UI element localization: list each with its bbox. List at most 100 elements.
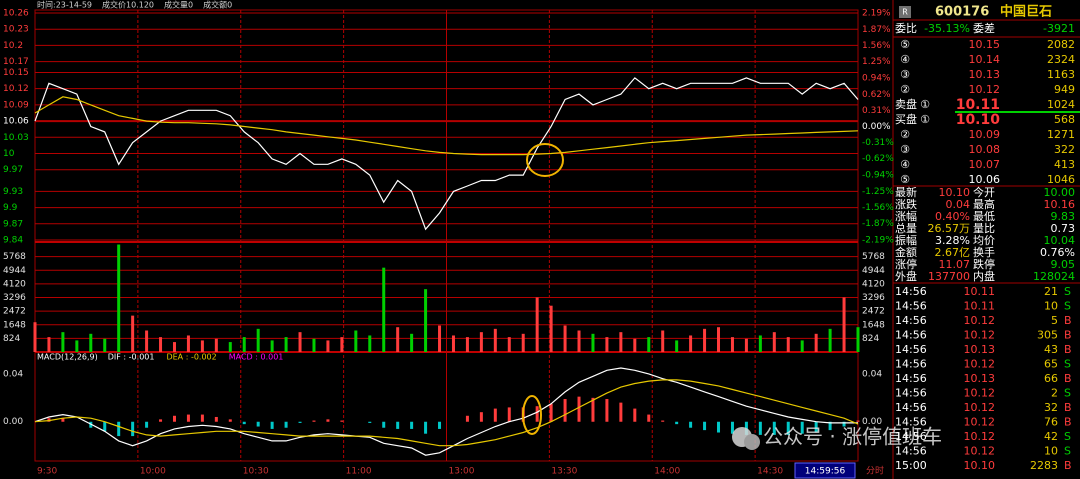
quote-text: 10.15 [969,38,1001,51]
macd-bar [256,421,260,427]
volume-bar [382,267,386,352]
macd-bar [284,421,288,428]
macd-bar [605,399,609,422]
quote-text: 0.76% [1040,246,1075,259]
quote-text: 76 [1044,416,1058,429]
quote-text: 32 [1044,401,1058,414]
quote-text: 10.12 [969,83,1001,96]
macd-bar [214,416,218,422]
series-line [34,96,859,156]
macd-bar [61,418,65,422]
volume-bar [549,305,553,352]
macd-bar [382,421,386,428]
quote-text: 涨停 [895,257,917,271]
quote-text: 卖盘 [895,97,917,111]
quote-text: 10.16 [1044,198,1076,211]
volume-bar [410,333,414,352]
macd-bar [619,402,623,422]
quote-text: 137700 [928,270,970,283]
macd-bar [145,421,149,428]
macd-bar [172,415,176,422]
quote-text: 14:56 [895,372,927,385]
quote-text: ② [900,128,910,141]
macd-bar [758,421,762,435]
volume-bar [368,335,372,352]
volume-bar [438,325,442,352]
quote-text: 15:00 [895,459,927,472]
volume-bar [647,337,651,352]
quote-text: 305 [1037,329,1058,342]
quote-text: -35.13% [924,22,970,35]
volume-bar [689,335,693,352]
quote-text: 2.67亿 [935,246,971,259]
volume-bar [633,338,637,352]
quote-text: 量比 [973,222,995,235]
quote-text: 10.12 [964,387,996,400]
y-tick-label: 5768 [3,252,26,262]
macd-bar [200,414,204,422]
quote-text: S [1064,430,1071,443]
volume-bar [33,322,37,352]
quote-text: 10.14 [969,53,1001,66]
macd-bar [842,421,846,427]
y2-tick-label: 0.94% [862,73,891,83]
y2-tick-label: 3296 [862,293,885,303]
quote-text: 今开 [973,185,995,199]
y2-tick-label: 1.25% [862,57,891,67]
volume-bar [730,337,734,352]
header-info: 成交价10.120 [102,0,154,10]
y2-tick-label: 0.00% [862,122,891,132]
x-tick-label: 13:30 [551,467,577,477]
series-line [34,77,859,231]
volume-bar [591,333,595,352]
y-tick-label: 9.84 [3,236,23,246]
y2-tick-label: -0.62% [862,154,894,164]
y2-tick-label: -0.31% [862,138,894,148]
macd-bar [117,421,121,437]
quote-text: 0.40% [935,210,970,223]
macd-bar [410,421,414,429]
volume-bar [326,340,330,352]
quote-text: 11.07 [939,258,971,271]
y-tick-label: 10.12 [3,84,29,94]
macd-bar [563,399,567,422]
quote-text: 5 [1051,314,1058,327]
volume-bar [535,297,539,352]
y2-tick-label: -1.87% [862,219,894,229]
x-tick-label: 11:00 [346,467,372,477]
quote-text: 涨跌 [895,197,917,211]
volume-bar [75,340,79,352]
plot-layer [33,10,860,461]
quote-text: 10.12 [964,430,996,443]
volume-bar [186,335,190,352]
quote-text: 总量 [895,221,917,235]
time-label: 14:59:56 [805,467,846,477]
macd-bar [507,407,511,422]
volume-bar [214,338,218,352]
macd-bar [661,420,665,422]
macd-bar [675,421,679,425]
quote-text: 413 [1054,158,1075,171]
quote-text: 10.10 [939,186,971,199]
y-tick-label: 10.23 [3,25,29,35]
volume-bar [842,297,846,352]
y-tick-label: 4944 [3,266,26,276]
quote-text: 10.11 [964,285,996,298]
quote-text: ② [900,83,910,96]
volume-bar [465,337,469,352]
volume-bar [661,330,665,352]
quote-text: 568 [1054,113,1075,126]
volume-bar [577,330,581,352]
quote-text: 65 [1044,358,1058,371]
y-tick-label: 9.93 [3,187,23,197]
quote-text: 委差 [973,21,995,35]
quote-text: 14:56 [895,430,927,443]
y-tick-label: 10 [3,149,15,159]
quote-text: ⑤ [900,173,910,186]
macd-bar [856,420,860,422]
volume-bar [200,340,204,352]
volume-bar [242,337,246,352]
quote-text: ③ [900,68,910,81]
y-tick-label: 0.04 [3,369,23,379]
macd-title: MACD(12,26,9) [37,353,98,362]
